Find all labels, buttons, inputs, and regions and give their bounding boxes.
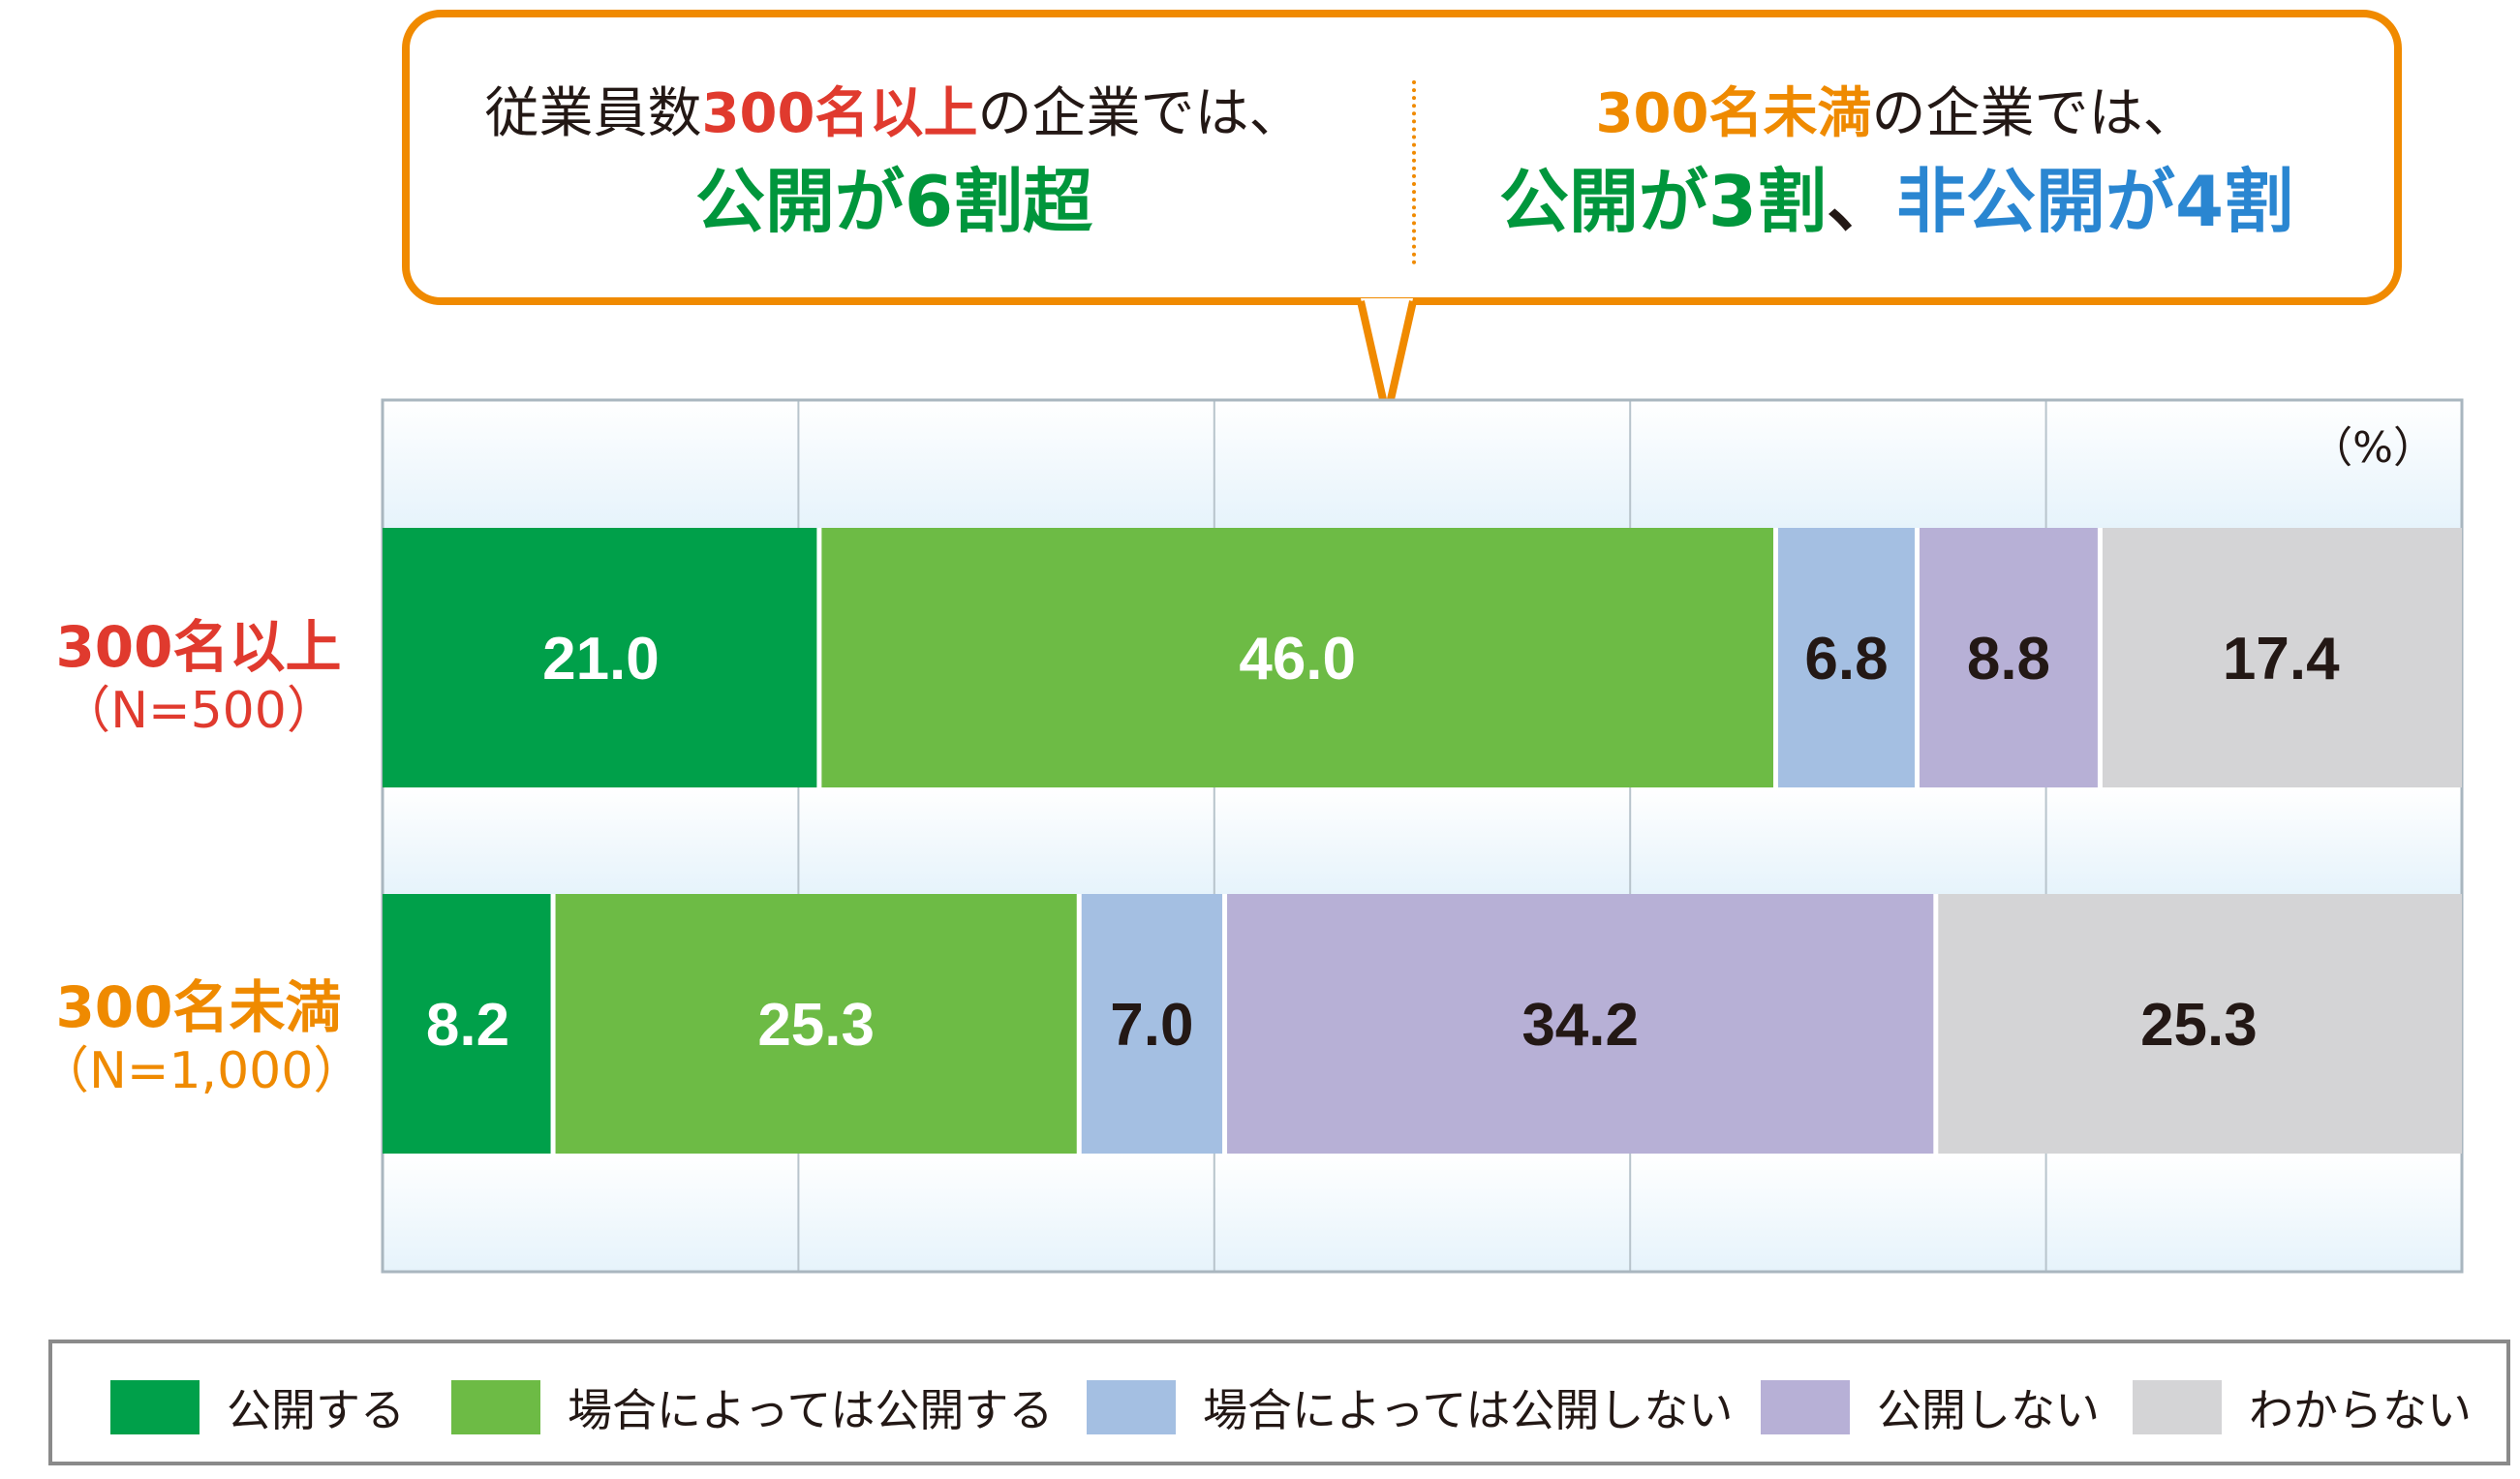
callout-divider [1412,80,1416,264]
legend-swatch [2133,1380,2222,1434]
bar-segment [2102,528,2462,787]
data-label: 8.2 [426,992,509,1059]
bar-segment [1777,528,1915,787]
plot-border [381,398,2464,1274]
legend-item-sometimes-public: 場合によっては公開する [451,1380,1053,1436]
callout-left-pre: 従業員数 [484,82,702,145]
callout-left-emphasis: 300名以上 [701,82,978,145]
legend-item-public: 公開する [110,1380,405,1436]
category-label-300plus: 300名以上 （N=500） [39,613,358,741]
category-name: 300名未満 [55,974,342,1040]
callout-right-headline-b: 非公開が4割 [1896,161,2294,242]
callout-right-headline-sep: 、 [1826,161,1896,242]
legend: 公開する 場合によっては公開する 場合によっては公開しない 公開しない わからな… [48,1340,2510,1465]
plot-background-band [383,787,2462,894]
category-name: 300名以上 [55,614,342,680]
legend-label: 場合によっては公開しない [1203,1384,1734,1436]
legend-label: わからない [2249,1384,2472,1436]
category-label-under300: 300名未満 （N=1,000） [39,973,364,1101]
data-label: 25.3 [2140,992,2258,1059]
bar-segment [555,894,1077,1154]
data-label: 21.0 [542,626,660,693]
plot-background-band [383,400,2462,528]
data-label: 7.0 [1110,992,1193,1059]
callout-right-post: の企業では、 [1871,82,2197,145]
category-sample-size: （N=1,000） [39,1042,364,1100]
data-label: 8.8 [1967,626,2050,693]
callout-bubble: 従業員数300名以上の企業では、 公開が6割超 300名未満の企業では、 公開が… [402,10,2402,305]
data-label: 25.3 [757,992,875,1059]
stacked-bar-chart: （%） 21.0 46.0 6.8 8.8 17.4 8.2 25.3 7.0 34.2 25.3 [381,398,2464,1274]
legend-item-unknown: わからない [2133,1380,2472,1436]
bar-segment [1938,894,2462,1154]
callout-left-headline: 公開が6割超 [694,161,1093,242]
legend-swatch [451,1380,540,1434]
category-sample-size: （N=500） [60,682,337,740]
legend-label: 公開する [227,1384,405,1436]
legend-label: 場合によっては公開する [568,1384,1054,1436]
callout-right-headline: 公開が3割、非公開が4割 [1412,148,2381,255]
legend-item-private: 公開しない [1761,1380,2100,1436]
data-label: 34.2 [1521,992,1639,1059]
legend-swatch [1087,1380,1176,1434]
callout-left-post: の企業では、 [977,82,1304,145]
legend-swatch [110,1380,200,1434]
callout-left-line1: 従業員数300名以上の企業では、 [410,80,1378,148]
legend-swatch [1761,1380,1850,1434]
plot-background-band [383,1154,2462,1272]
bar-segment [1081,894,1223,1154]
bar-segment [383,528,817,787]
callout-right: 300名未満の企業では、 公開が3割、非公開が4割 [1412,80,2381,255]
bar-segment [1919,528,2098,787]
callout-right-emphasis: 300名未満 [1595,82,1872,145]
callout-right-line1: 300名未満の企業では、 [1412,80,2381,148]
legend-item-sometimes-private: 場合によっては公開しない [1087,1380,1733,1436]
data-label: 6.8 [1804,626,1888,693]
bar-segment [821,528,1773,787]
legend-label: 公開しない [1877,1384,2100,1436]
data-label: 17.4 [2223,626,2340,693]
callout-right-headline-a: 公開が3割 [1498,161,1827,242]
data-label: 46.0 [1239,626,1356,693]
callout-left: 従業員数300名以上の企業では、 公開が6割超 [410,80,1378,255]
bar-segment [383,894,551,1154]
unit-label: （%） [2310,423,2436,473]
bar-segment [1227,894,1934,1154]
